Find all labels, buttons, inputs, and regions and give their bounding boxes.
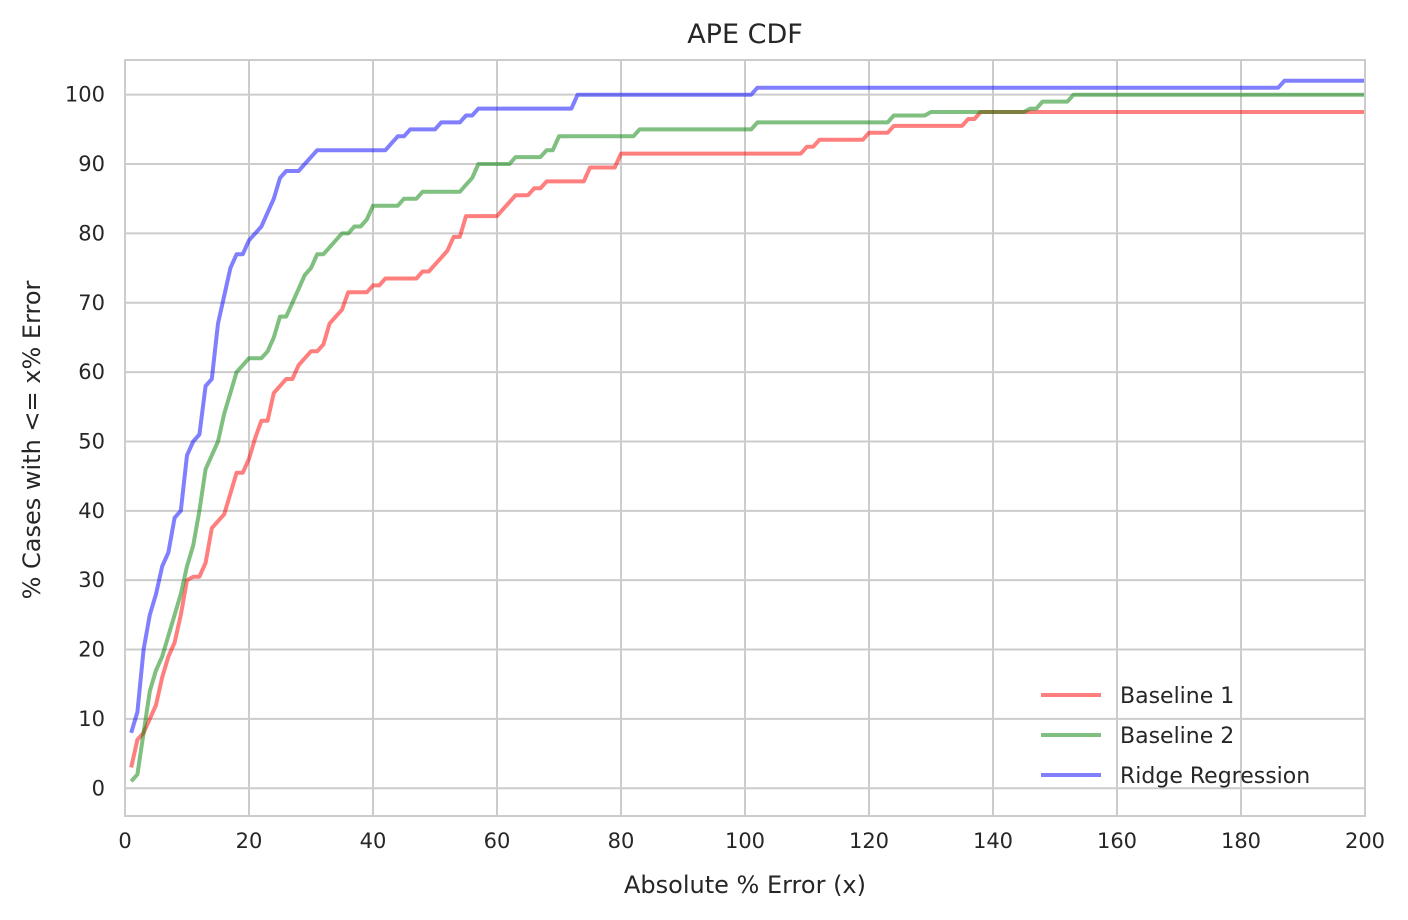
y-axis-title: % Cases with <= x% Error xyxy=(18,280,46,599)
x-tick-label: 180 xyxy=(1221,829,1261,853)
y-tick-label: 50 xyxy=(78,429,105,453)
tick-layer: 0 20 40 60 80 100 120 140 160 180 200 0 10 20 30 40 50 60… xyxy=(65,83,1385,853)
legend-label-ridge-regression: Ridge Regression xyxy=(1120,764,1310,789)
y-tick-label: 80 xyxy=(78,221,105,245)
y-tick-label: 90 xyxy=(78,152,105,176)
x-axis-title: Absolute % Error (x) xyxy=(624,871,866,899)
plot-frame xyxy=(124,59,1366,817)
y-tick-label: 60 xyxy=(78,360,105,384)
x-tick-label: 0 xyxy=(118,829,131,853)
series-layer xyxy=(129,78,1365,783)
y-tick-label: 100 xyxy=(65,83,105,107)
x-tick-label: 200 xyxy=(1345,829,1385,853)
series-line-baseline-2 xyxy=(129,92,1365,783)
x-tick-label: 40 xyxy=(360,829,387,853)
y-tick-label: 40 xyxy=(78,499,105,523)
x-tick-label: 100 xyxy=(725,829,765,853)
x-tick-label: 160 xyxy=(1097,829,1137,853)
series-line-baseline-1 xyxy=(129,110,1365,768)
y-tick-label: 0 xyxy=(92,776,105,800)
x-tick-label: 120 xyxy=(849,829,889,853)
y-tick-label: 70 xyxy=(78,291,105,315)
x-tick-label: 20 xyxy=(236,829,263,853)
chart-title: APE CDF xyxy=(687,19,803,50)
x-tick-label: 80 xyxy=(608,829,635,853)
y-tick-label: 20 xyxy=(78,638,105,662)
x-tick-label: 140 xyxy=(973,829,1013,853)
legend-label-baseline-2: Baseline 2 xyxy=(1120,724,1234,749)
y-tick-label: 30 xyxy=(78,568,105,592)
x-tick-label: 60 xyxy=(484,829,511,853)
legend-label-baseline-1: Baseline 1 xyxy=(1120,684,1234,709)
y-tick-label: 10 xyxy=(78,707,105,731)
series-line-ridge-regression xyxy=(129,78,1365,734)
legend: Baseline 1 Baseline 2 Ridge Regression xyxy=(1041,684,1310,789)
